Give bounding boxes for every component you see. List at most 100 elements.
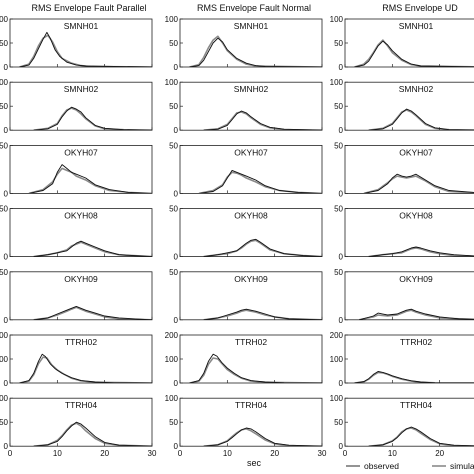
y-tick-label: 50 [334,268,343,277]
y-tick-label: 100 [330,394,344,403]
series-observed-line [19,353,152,383]
panel-okyh09-col1: OKYH09 0 50 [169,268,323,325]
y-tick-label: 0 [4,253,9,262]
panel-frame [344,271,474,321]
panel-station-label: SMNH01 [234,21,269,31]
panel-frame [344,208,474,258]
y-tick-label: 50 [334,141,343,150]
panel-station-label: OKYH09 [399,274,433,284]
column-title-fault-parallel: RMS Envelope Fault Parallel [31,3,146,13]
series-observed-line [33,106,152,131]
y-tick-label: 100 [165,355,179,364]
y-tick-label: 50 [0,141,9,150]
column-title-fault-normal: RMS Envelope Fault Normal [197,3,311,13]
column-title-ud: RMS Envelope UD [382,3,458,13]
panel-station-label: TTRH04 [400,400,432,410]
y-tick-label: 0 [174,316,179,325]
legend-observed-label: observed [364,461,399,471]
y-tick-label: 50 [0,268,9,277]
x-tick-label: 10 [53,449,62,458]
panel-station-label: OKYH09 [64,274,98,284]
panel-okyh08-col1: OKYH08 0 50 [169,205,323,262]
y-tick-label: 50 [334,205,343,214]
series-simulated-line [19,356,152,383]
series-simulated-line [368,427,474,447]
x-tick-label: 10 [223,449,232,458]
y-tick-label: 0 [4,442,9,451]
panel-frame [9,271,153,321]
x-axis-label: sec [247,458,262,468]
y-tick-label: 200 [165,331,179,340]
x-tick-label: 0 [343,449,348,458]
panel-smnh01-col1: SMNH01 0 50 100 [165,15,323,72]
series-observed-line [33,305,152,320]
y-tick-label: 50 [334,102,343,111]
series-observed-line [354,40,474,67]
series-observed-line [203,110,322,131]
panel-station-label: SMNH01 [399,21,434,31]
panel-okyh08-col2: OKYH08 0 50 [334,205,474,262]
series-observed-line [33,421,152,447]
series-simulated-line [203,309,322,320]
panel-smnh01-col0: SMNH01 0 50 100 [0,15,153,72]
panel-station-label: OKYH08 [399,211,433,221]
panel-station-label: OKYH07 [64,147,98,157]
series-observed-line [189,353,322,383]
panel-station-label: OKYH09 [234,274,268,284]
y-tick-label: 100 [0,15,9,24]
panel-station-label: OKYH08 [64,211,98,221]
x-tick-label: 20 [100,449,109,458]
y-tick-label: 0 [4,379,9,388]
series-observed-line [359,308,474,320]
y-tick-label: 50 [169,268,178,277]
panel-okyh09-col2: OKYH09 0 50 [334,268,474,325]
series-observed-line [198,169,322,194]
x-tick-label: 10 [388,449,397,458]
y-tick-label: 50 [0,39,9,48]
panel-smnh02-col1: SMNH02 0 50 100 [165,78,323,135]
series-observed-line [203,308,322,320]
panel-okyh07-col0: OKYH07 0 50 [0,141,153,198]
series-observed-line [368,108,474,131]
y-tick-label: 50 [0,418,9,427]
y-tick-label: 100 [165,394,179,403]
series-observed-line [203,238,322,257]
panel-grid: SMNH01050100SMNH01050100SMNH01050100SMNH… [0,15,474,458]
panel-station-label: SMNH02 [64,84,99,94]
series-simulated-line [19,34,152,67]
panel-smnh02-col0: SMNH02 0 50 100 [0,78,153,135]
y-tick-label: 100 [165,15,179,24]
y-tick-label: 200 [330,331,344,340]
panel-ttrh02-col0: TTRH02 0 100 200 [0,331,153,388]
panel-station-label: TTRH02 [400,337,432,347]
y-tick-label: 50 [169,102,178,111]
y-tick-label: 100 [330,15,344,24]
x-tick-label: 30 [148,449,157,458]
y-tick-label: 0 [174,189,179,198]
y-tick-label: 50 [169,205,178,214]
panel-station-label: TTRH02 [65,337,97,347]
legend-simulated-label: simulated [450,461,474,471]
panel-ttrh02-col2: TTRH02 0 100 200 [330,331,474,388]
y-tick-label: 50 [334,418,343,427]
legend: observed simulated [346,461,474,471]
y-tick-label: 50 [169,39,178,48]
series-simulated-line [203,111,322,131]
panel-smnh01-col2: SMNH01 0 50 100 [330,15,474,72]
series-observed-line [203,427,322,447]
y-tick-label: 50 [0,102,9,111]
y-tick-label: 0 [174,126,179,135]
series-observed-line [354,371,474,383]
series-simulated-line [189,35,322,67]
y-tick-label: 0 [339,379,344,388]
y-tick-label: 100 [0,78,9,87]
panel-station-label: OKYH07 [399,147,433,157]
y-tick-label: 100 [330,78,344,87]
panel-station-label: OKYH07 [234,147,268,157]
panel-station-label: OKYH08 [234,211,268,221]
y-tick-label: 0 [339,253,344,262]
panel-frame [179,144,323,194]
y-tick-label: 200 [0,331,9,340]
series-observed-line [19,31,152,67]
